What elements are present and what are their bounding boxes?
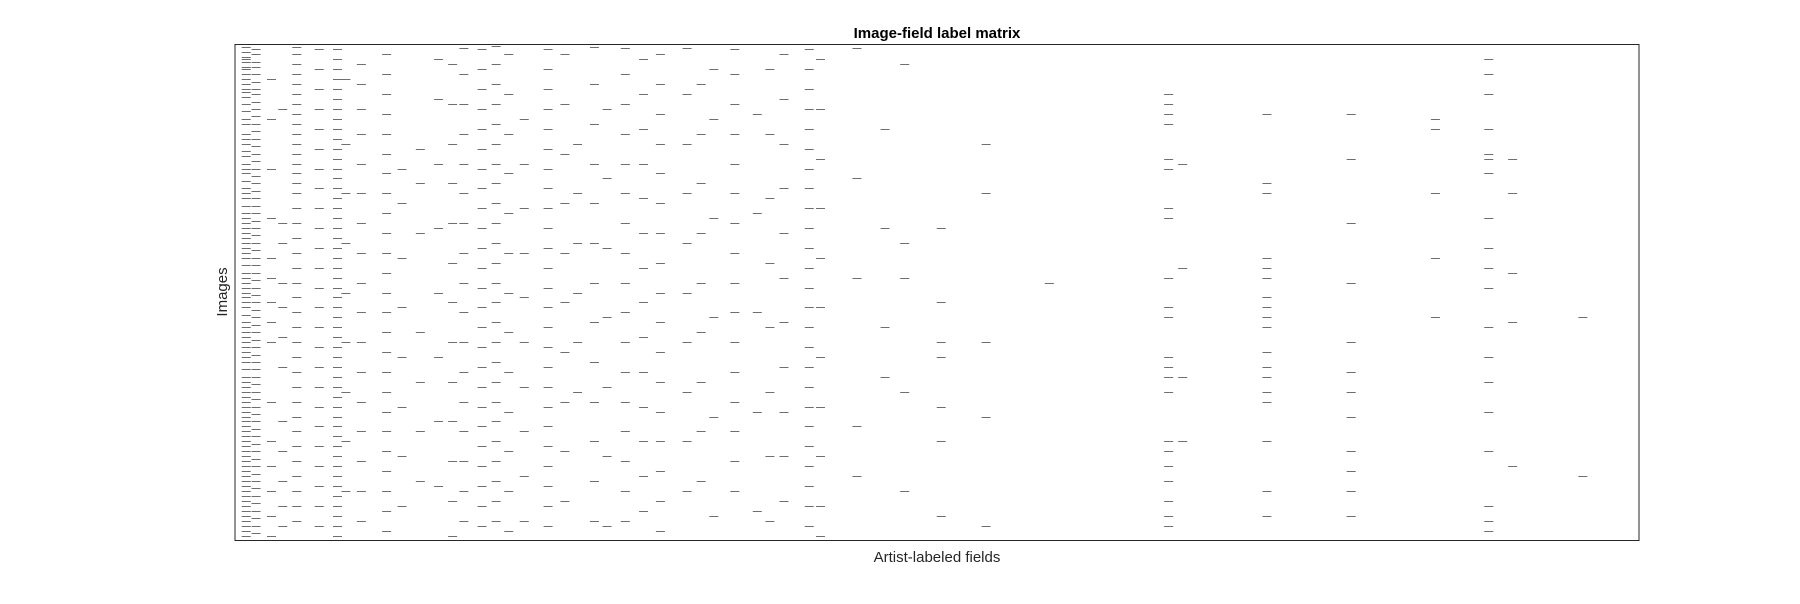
plot-area: [234, 44, 1640, 541]
chart-title: Image-field label matrix: [854, 25, 1021, 42]
matrix-marks: [241, 46, 1588, 537]
x-axis-label: Artist-labeled fields: [874, 549, 1001, 566]
y-axis-label: Images: [214, 267, 231, 316]
